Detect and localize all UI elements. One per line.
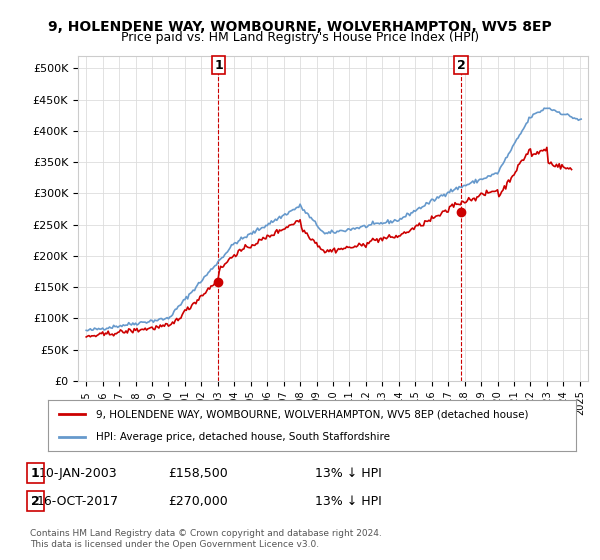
Text: 16-OCT-2017: 16-OCT-2017	[37, 494, 119, 508]
Text: £270,000: £270,000	[168, 494, 228, 508]
Text: £158,500: £158,500	[168, 466, 228, 480]
Text: Price paid vs. HM Land Registry's House Price Index (HPI): Price paid vs. HM Land Registry's House …	[121, 31, 479, 44]
Text: 1: 1	[31, 466, 40, 480]
Text: HPI: Average price, detached house, South Staffordshire: HPI: Average price, detached house, Sout…	[95, 432, 389, 442]
Text: 2: 2	[457, 59, 466, 72]
Text: 10-JAN-2003: 10-JAN-2003	[38, 466, 118, 480]
Text: 13% ↓ HPI: 13% ↓ HPI	[314, 466, 382, 480]
Text: 9, HOLENDENE WAY, WOMBOURNE, WOLVERHAMPTON, WV5 8EP (detached house): 9, HOLENDENE WAY, WOMBOURNE, WOLVERHAMPT…	[95, 409, 528, 419]
Text: 9, HOLENDENE WAY, WOMBOURNE, WOLVERHAMPTON, WV5 8EP: 9, HOLENDENE WAY, WOMBOURNE, WOLVERHAMPT…	[48, 20, 552, 34]
Text: 1: 1	[214, 59, 223, 72]
Text: 13% ↓ HPI: 13% ↓ HPI	[314, 494, 382, 508]
Text: 2: 2	[31, 494, 40, 508]
Text: Contains HM Land Registry data © Crown copyright and database right 2024.
This d: Contains HM Land Registry data © Crown c…	[30, 529, 382, 549]
